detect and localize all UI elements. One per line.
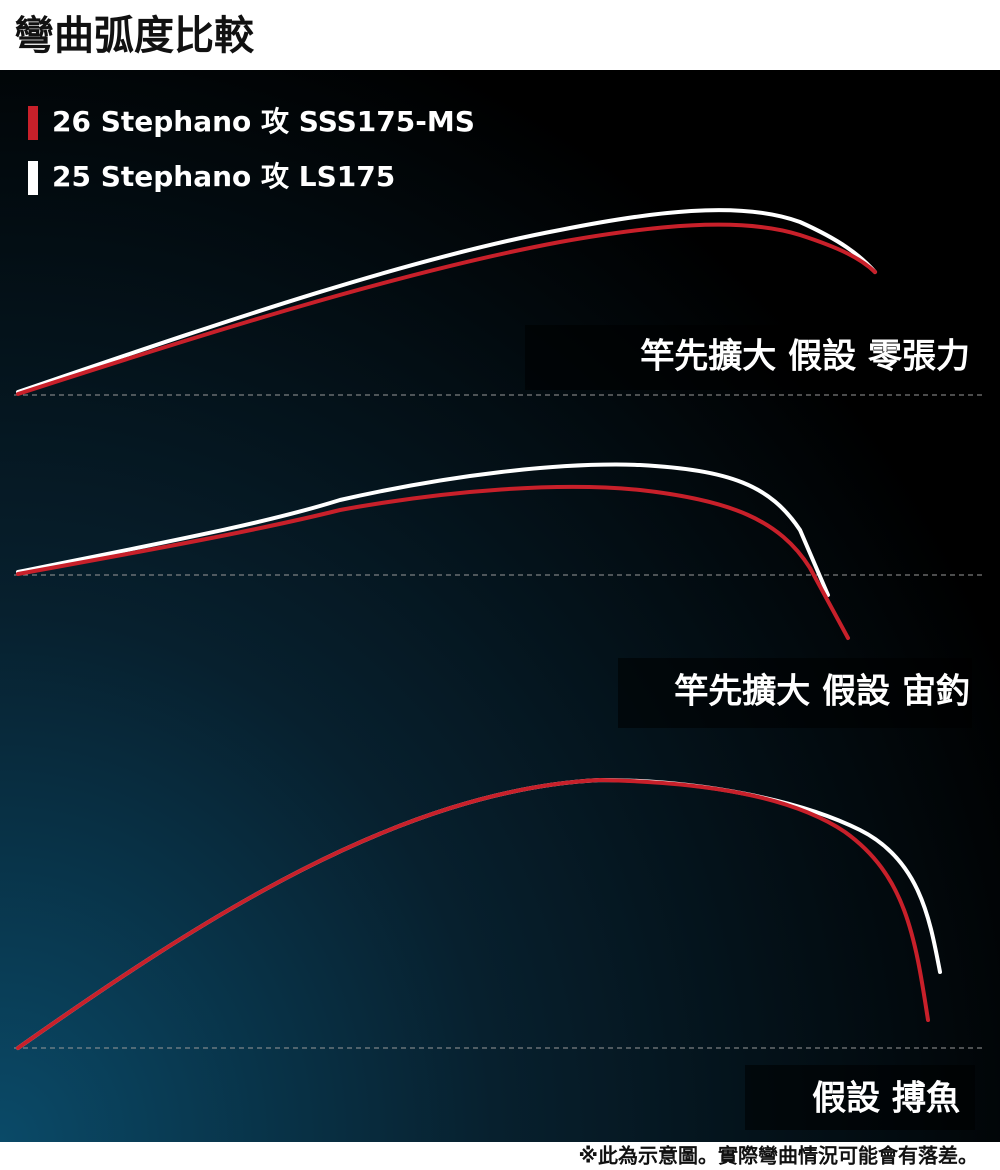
legend-label: 25 Stephano 攻 LS175 — [52, 160, 395, 193]
legend-swatch — [28, 161, 38, 195]
footer-bar — [0, 1142, 1000, 1170]
legend-label: 26 Stephano 攻 SSS175-MS — [52, 105, 475, 138]
rod-curve — [16, 208, 877, 394]
rod-curve — [16, 484, 850, 640]
rod-curve — [16, 222, 877, 396]
title: 彎曲弧度比較 — [14, 13, 255, 59]
panel-label: 假設 搏魚 — [812, 1079, 960, 1119]
label-box — [618, 658, 972, 728]
footnote: ※此為示意圖。實際彎曲情況可能會有落差。 — [579, 1144, 978, 1168]
title-bar — [0, 0, 1000, 70]
rod-curve — [16, 462, 830, 597]
panel-label: 竿先擴大 假設 零張力 — [640, 337, 970, 377]
legend-swatch — [28, 106, 38, 140]
rod-curve — [16, 777, 930, 1050]
label-box — [525, 325, 975, 390]
label-box — [745, 1065, 975, 1130]
background — [0, 70, 1000, 1142]
legend: 26 Stephano 攻 SSS175-MS 25 Stephano 攻 LS1… — [28, 105, 475, 195]
panel-label: 竿先擴大 假設 宙釣 — [674, 672, 970, 712]
